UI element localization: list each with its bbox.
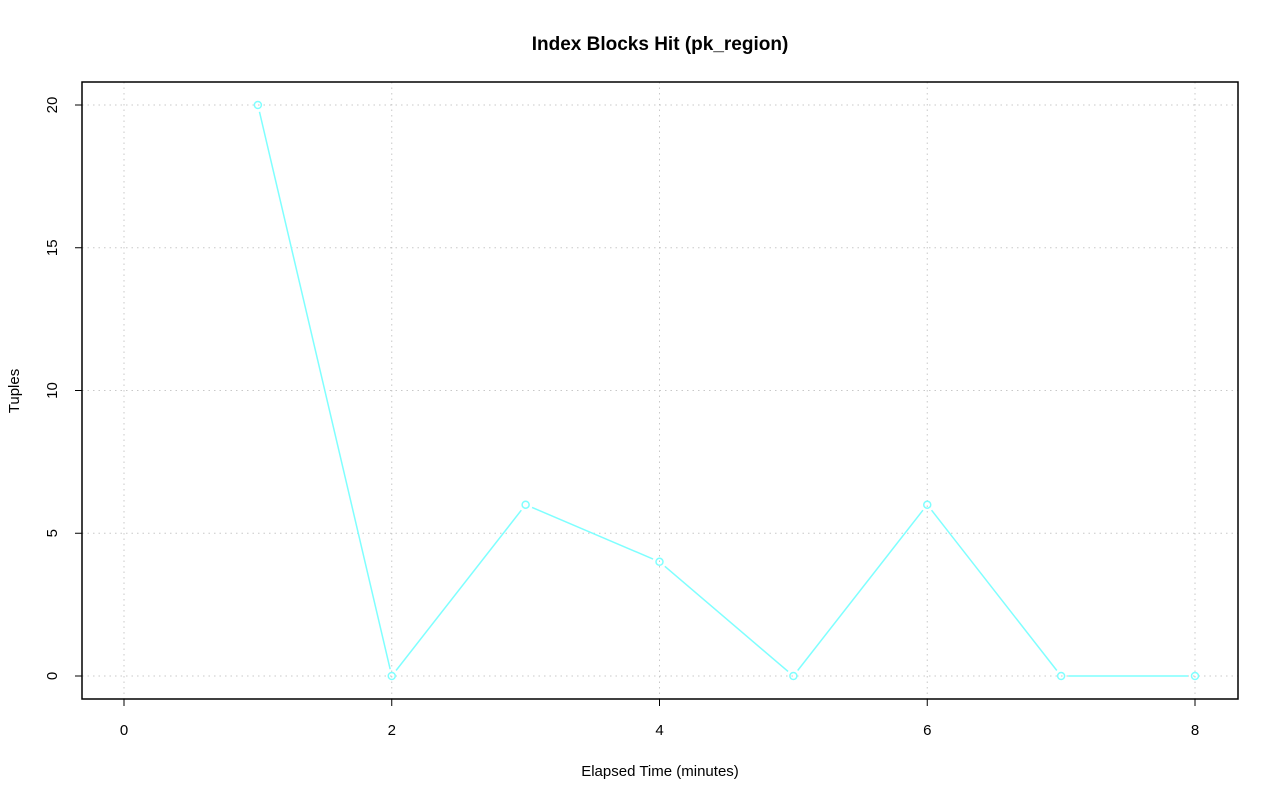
- axes: 0 2 4 6 8 0 5 10 15 20: [44, 97, 1199, 739]
- series-line-segment: [797, 509, 924, 671]
- x-tick-label: 0: [120, 722, 128, 739]
- series-line-segment: [395, 509, 522, 671]
- y-tick-label: 10: [44, 382, 61, 399]
- y-tick-label: 20: [44, 97, 61, 114]
- data-point: [923, 500, 932, 509]
- data-point: [521, 500, 530, 509]
- series-line-segment: [930, 509, 1058, 671]
- data-point: [789, 671, 798, 681]
- data-point: [1056, 671, 1066, 681]
- y-tick-label: 15: [44, 239, 61, 256]
- x-tick-label: 2: [388, 722, 396, 739]
- series: [253, 100, 1200, 681]
- data-point: [1190, 671, 1200, 681]
- data-point: [655, 557, 664, 567]
- series-line-segment: [258, 111, 391, 670]
- x-axis-label: Elapsed Time (minutes): [581, 763, 739, 780]
- y-axis-label: Tuples: [6, 369, 23, 413]
- series-line-segment: [531, 506, 654, 560]
- x-tick-label: 6: [923, 722, 931, 739]
- chart-title: Index Blocks Hit (pk_region): [532, 34, 789, 55]
- series-line-segment: [664, 565, 789, 673]
- grid: [82, 82, 1238, 699]
- data-point: [387, 671, 396, 681]
- data-point: [253, 100, 263, 110]
- y-tick-label: 5: [44, 529, 61, 537]
- x-tick-label: 4: [655, 722, 663, 739]
- x-tick-label: 8: [1191, 722, 1199, 739]
- y-tick-label: 0: [44, 672, 61, 680]
- plot-frame: [81, 81, 1239, 700]
